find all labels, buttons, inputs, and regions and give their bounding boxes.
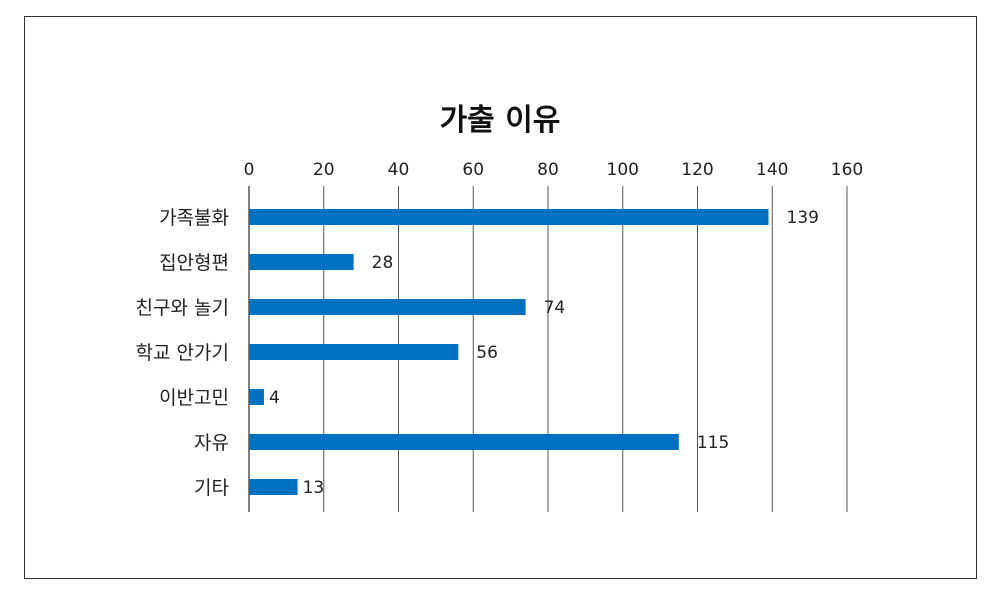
category-label: 가족불화 [159,207,229,229]
x-tick-label: 0 [244,160,255,180]
category-label: 친구와 놀기 [136,297,229,319]
bar [249,389,264,405]
gridlines [248,186,848,512]
category-label: 자유 [194,432,229,454]
bar [249,434,679,450]
data-label: 4 [269,388,280,408]
x-tick-label: 40 [388,160,410,180]
bar [249,479,298,495]
bar [249,254,354,270]
data-label: 139 [787,208,819,228]
chart-title: 가출 이유 [440,103,561,138]
category-label: 학교 안가기 [136,342,229,364]
x-axis-ticks: 0 20 40 60 80 100 120 140 160 [244,160,864,180]
x-tick-label: 120 [681,160,713,180]
data-labels: 139 28 74 56 4 115 13 [269,208,819,498]
bar [249,209,769,225]
x-tick-label: 80 [537,160,559,180]
chart-frame [24,16,977,579]
category-label: 이반고민 [159,387,229,409]
x-tick-label: 20 [313,160,335,180]
data-label: 28 [372,253,394,273]
category-label: 기타 [194,477,229,499]
bar [249,299,526,315]
data-label: 115 [697,433,729,453]
bars [249,209,769,495]
x-tick-label: 60 [462,160,484,180]
data-label: 13 [303,478,325,498]
x-tick-label: 140 [756,160,788,180]
data-label: 74 [544,298,566,318]
x-tick-label: 100 [607,160,639,180]
data-label: 56 [476,343,498,363]
category-label: 집안형편 [159,252,229,274]
x-tick-label: 160 [831,160,863,180]
bar [249,344,459,360]
